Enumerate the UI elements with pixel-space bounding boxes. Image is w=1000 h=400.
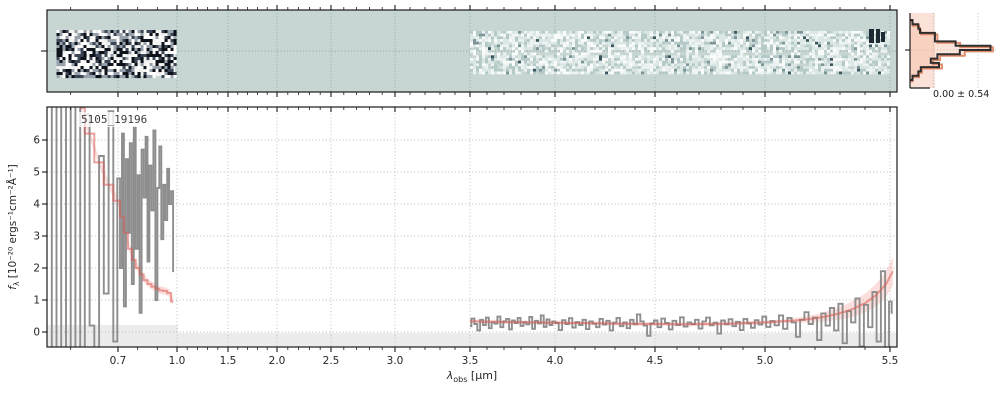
x-tick-label: 4.5 — [647, 355, 664, 367]
x-tick-label: 1.5 — [220, 355, 237, 367]
y-axis-label: fλ [10⁻²⁰ ergs⁻¹cm⁻²Å⁻¹] — [7, 164, 21, 290]
tick-labels: 0.7 1.0 1.5 2.0 2.5 3.0 3.5 4.0 4.5 5.0 5.5 0 1 2 3 4 5 6 — [33, 135, 898, 367]
x-tick-label: 5.0 — [757, 355, 774, 367]
y-tick-label: 4 — [33, 199, 40, 211]
x-tick-label: 3.0 — [387, 355, 404, 367]
x-axis-label-symbol: λ — [446, 369, 454, 382]
x-axis-label-units: [μm] — [467, 369, 498, 382]
y-tick-label: 2 — [33, 263, 40, 275]
x-tick-label: 5.5 — [882, 355, 899, 367]
source-id-label: 5105_19196 — [78, 112, 151, 127]
y-tick-label: 1 — [33, 295, 40, 307]
y-tick-label: 6 — [33, 135, 40, 147]
y-tick-label: 3 — [33, 231, 40, 243]
spectrum-data — [50, 107, 894, 347]
model-spectrum-line — [470, 270, 894, 326]
y-axis-label-units: [10⁻²⁰ ergs⁻¹cm⁻²Å⁻¹] — [6, 164, 19, 282]
y-axis-label-symbol: f — [6, 286, 19, 290]
x-tick-label: 3.5 — [462, 355, 479, 367]
x-axis-label: λobs [μm] — [447, 369, 497, 384]
y-tick-label: 5 — [33, 167, 40, 179]
x-tick-label: 4.0 — [547, 355, 564, 367]
x-tick-label: 2.0 — [269, 355, 286, 367]
main-spectrum-panel — [42, 106, 898, 352]
x-tick-label: 0.7 — [110, 355, 127, 367]
flux-histogram-panel — [905, 13, 997, 89]
observed-spectrum-line — [50, 107, 175, 347]
histogram-stats-label: 0.00 ± 0.54 — [933, 89, 990, 100]
x-tick-label: 2.5 — [323, 355, 340, 367]
x-axis-label-subscript: obs — [453, 375, 468, 385]
spectrum-2d-noise — [56, 29, 891, 79]
spectrum-2d-panel — [41, 5, 898, 97]
y-axis-label-subscript: λ — [12, 281, 22, 287]
model-spectrum-line — [80, 107, 174, 303]
x-tick-label: 1.0 — [169, 355, 186, 367]
y-tick-label: 0 — [33, 327, 40, 339]
